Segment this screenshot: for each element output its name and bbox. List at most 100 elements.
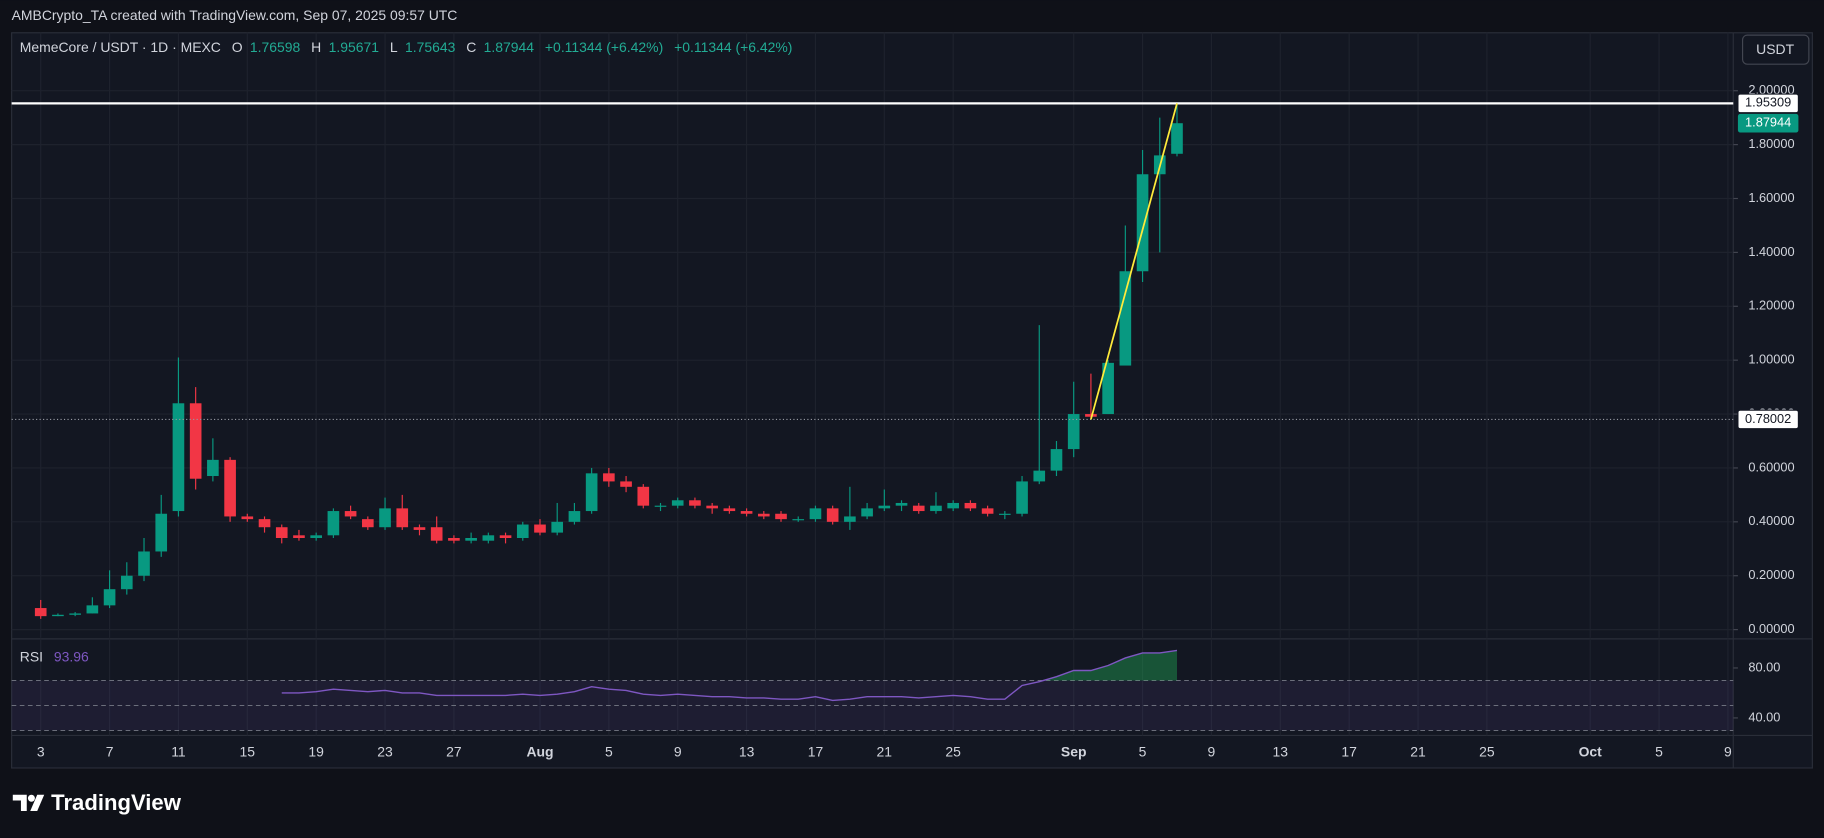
candle-body [671,500,684,506]
candle-body [930,505,942,512]
candle-body [103,589,116,606]
candle-body [809,508,822,520]
y-tick-label: 0.60000 [1748,459,1794,474]
x-tick-label: 25 [1479,744,1495,760]
candle-body [895,502,908,506]
x-tick-label: 7 [106,744,114,760]
price-line-label: 0.78002 [1745,411,1791,426]
candle-body [69,613,81,615]
candle-body [465,537,477,541]
candle-body [1136,174,1149,272]
logo-text: TradingView [51,790,182,815]
legend-change: +0.11344 (+6.42%) [674,39,792,55]
candle-body [740,511,753,514]
candle-body [1085,414,1097,417]
candle-body [499,535,512,538]
candle-body [964,502,977,509]
rsi-tick-label: 80.00 [1748,659,1780,674]
x-tick-label: Oct [1579,744,1603,760]
trend-line [1090,103,1178,420]
candle-body [637,486,650,506]
candle-body [189,403,202,479]
x-tick-label: 23 [377,744,393,760]
logo-dot [27,794,35,802]
legend-key: O [232,39,243,55]
x-tick-label: 21 [877,744,893,760]
candle-body [1067,414,1080,450]
candle-body [620,481,632,487]
candle-body [999,513,1011,515]
logo-mark [12,794,45,812]
footer-logo: TradingView [12,790,182,815]
candle-body [224,459,236,517]
y-tick-label: 2.00000 [1748,82,1794,97]
candle-body [241,516,254,520]
candle-body [654,505,667,507]
legend-key: L [390,39,398,55]
y-tick-label: 1.20000 [1748,298,1794,313]
candle-body [551,521,564,533]
x-tick-label: 19 [308,744,324,760]
price-line-label-box [1737,93,1799,114]
x-tick-label: 17 [808,744,824,760]
candle-body [120,575,133,590]
candle-body [327,511,340,536]
candle-body [775,513,787,520]
rsi-overbought-fill [281,650,1177,681]
candle-body [861,508,873,517]
legend-value: 1.75643 [405,39,456,55]
candle-body [1033,470,1046,482]
x-tick-label: Sep [1061,744,1087,760]
candle-body [258,519,271,528]
candle-body [1102,362,1114,415]
candle-body [826,508,839,522]
candle-body [516,524,529,538]
rsi-line [281,649,1178,702]
y-tick-label: 1.40000 [1748,244,1794,259]
rsi-label: RSI [20,648,43,664]
candle-body [310,535,322,538]
candle-body [52,614,64,617]
legend-key: C [466,39,476,55]
candle-body [379,508,391,528]
currency-button[interactable] [1741,34,1810,65]
x-tick-label: 5 [1655,744,1663,760]
x-tick-label: 5 [1139,744,1147,760]
candle-body [689,500,701,506]
candle-body [275,527,288,538]
candle-body [1016,481,1028,514]
candle-body [293,535,305,538]
x-tick-label: 25 [945,744,961,760]
y-tick-label: 0.40000 [1748,513,1794,528]
legend-value: 1.76598 [250,39,301,55]
x-tick-label: 17 [1341,744,1357,760]
candle-body [155,513,168,552]
price-line-label: 1.95309 [1745,95,1791,110]
rsi-legend: RSI 93.96 [20,648,89,664]
y-tick-label: 0.20000 [1748,567,1794,582]
y-tick-label: 1.00000 [1748,352,1794,367]
x-tick-label: 15 [240,744,256,760]
candle-body [1050,449,1063,471]
candle-body [912,505,925,512]
x-tick-label: 11 [171,744,186,760]
candle-body [844,516,856,522]
candle-body [34,608,47,617]
candle-body [430,527,443,541]
candle-body [344,511,357,517]
candle-body [757,513,770,517]
candle-body [585,473,598,512]
rsi-tick-label: 40.00 [1748,709,1780,724]
candle-body [568,511,581,522]
price-line-label-box [1737,409,1799,430]
currency-button-label[interactable]: USDT [1756,41,1794,57]
candle-body [947,502,959,509]
candle-body [1171,123,1183,154]
candle-body [981,508,994,514]
last-price-label: 1.87944 [1745,115,1791,130]
x-tick-label: Aug [526,744,553,760]
candle-body [706,505,718,509]
y-tick-label: 1.80000 [1748,136,1794,151]
candle-body [362,519,374,528]
legend: MemeCore / USDT · 1D · MEXC O 1.76598 H … [20,39,793,55]
